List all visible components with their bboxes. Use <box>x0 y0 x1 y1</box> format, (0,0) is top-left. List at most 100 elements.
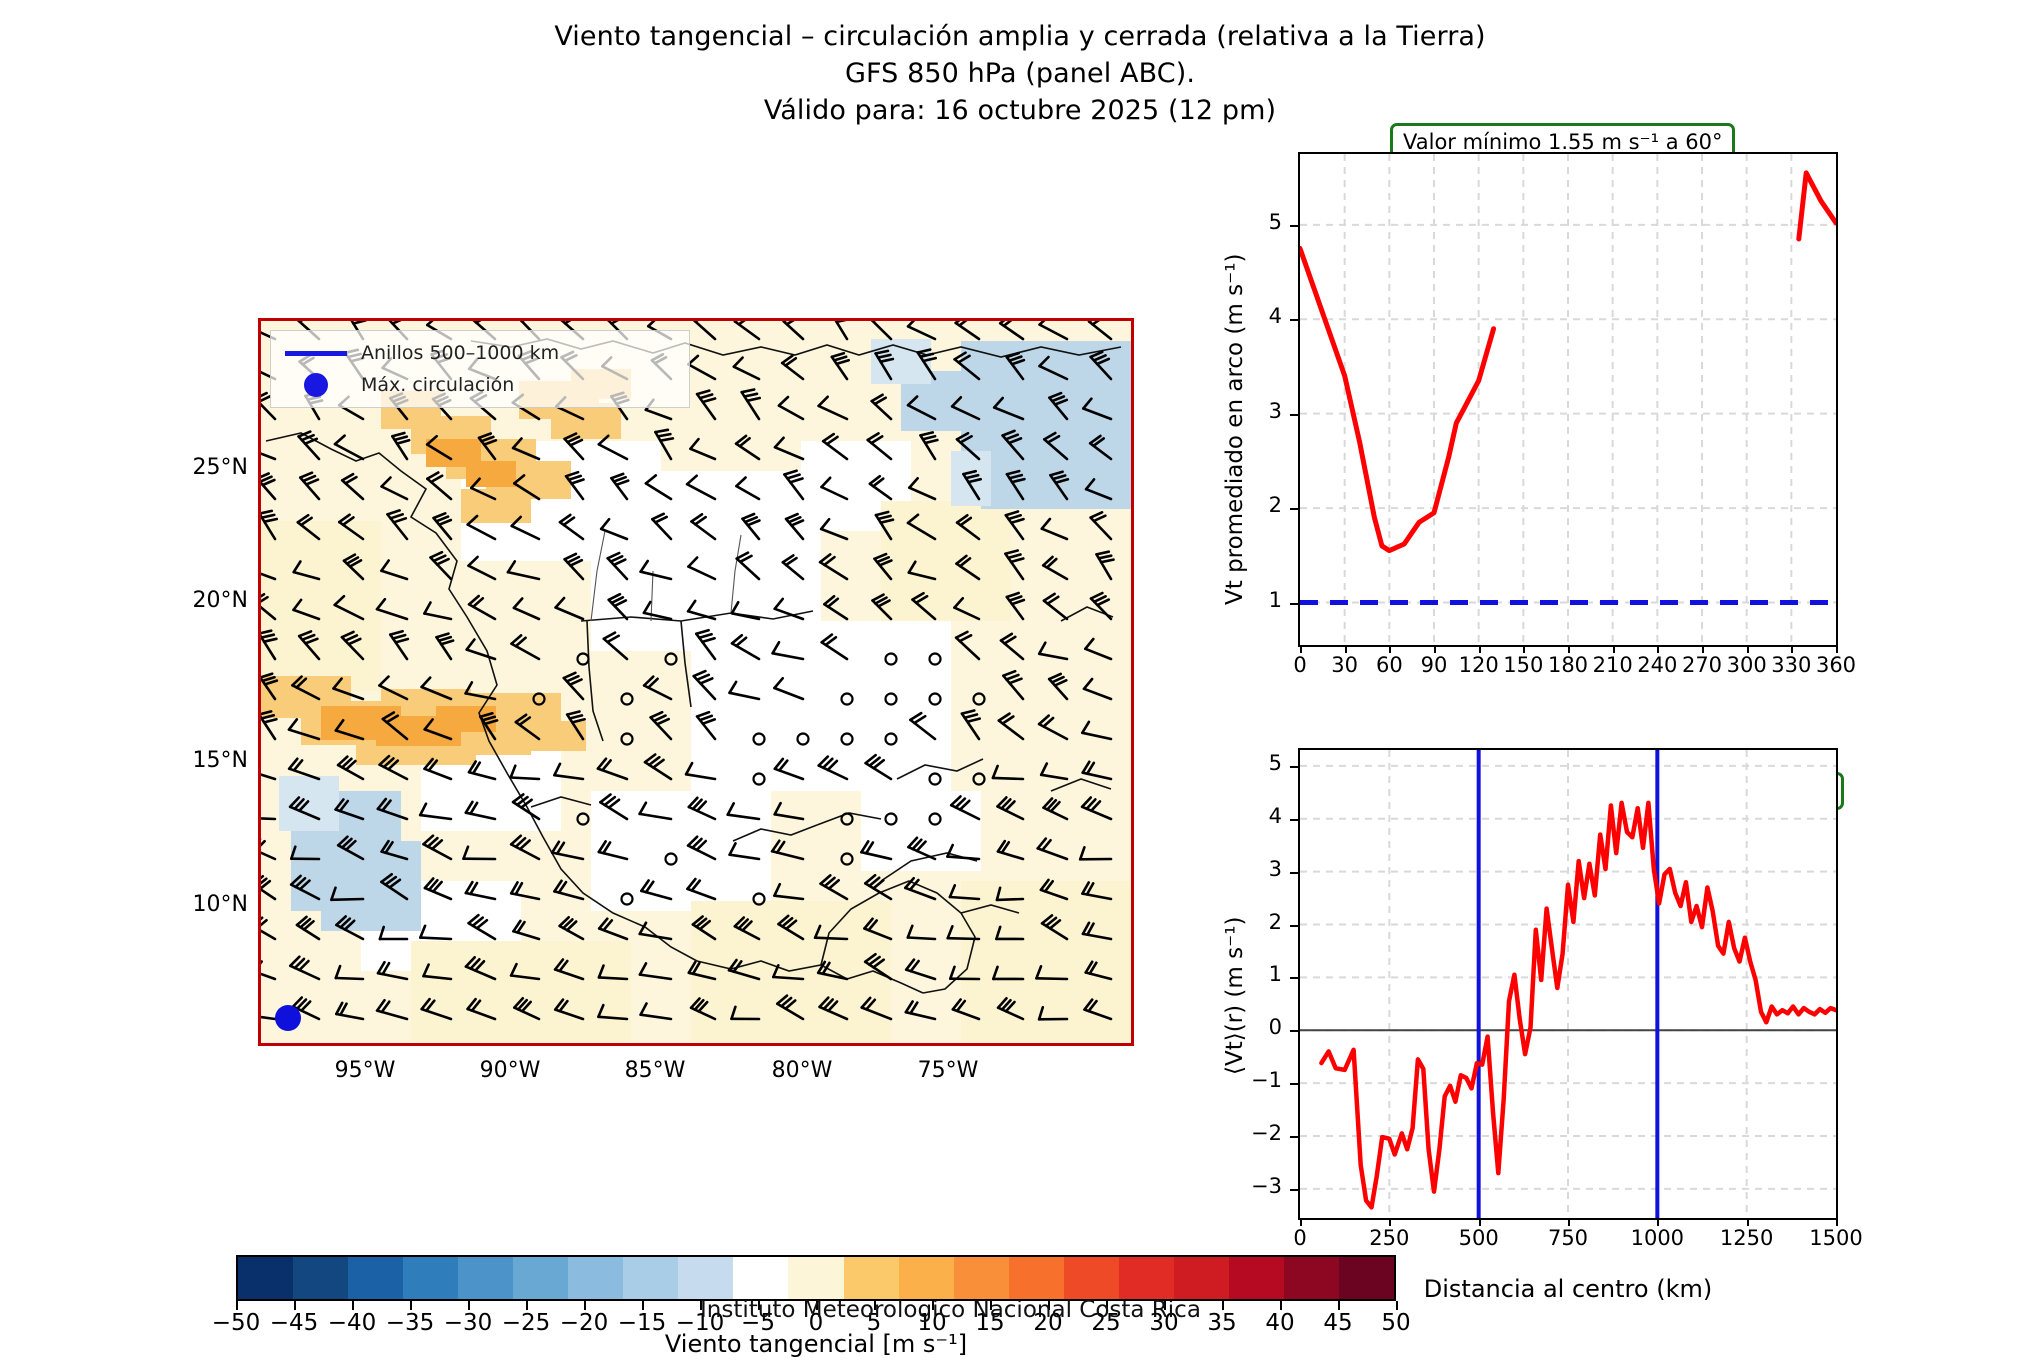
colorbar-tickmark <box>236 1301 238 1310</box>
colorbar-tick-label: −20 <box>559 1310 609 1336</box>
radial-plot-area <box>1300 750 1836 1218</box>
azimuth-ytickmark <box>1290 508 1298 511</box>
colorbar-segment-18 <box>1228 1257 1284 1299</box>
legend-rings-label: Anillos 500–1000 km <box>361 342 560 364</box>
colorbar-segment-12 <box>898 1257 954 1299</box>
radial-panel[interactable] <box>1298 748 1838 1220</box>
azimuth-ytickmark <box>1290 319 1298 322</box>
azimuth-xtickmark <box>1612 645 1615 653</box>
colorbar-tickmark <box>526 1301 528 1310</box>
colorbar[interactable] <box>236 1255 1396 1301</box>
radial-ytick-label: −1 <box>1251 1068 1282 1093</box>
azimuth-xtickmark <box>1344 645 1347 653</box>
azimuth-xtickmark <box>1478 645 1481 653</box>
radial-xtickmark <box>1746 1218 1749 1226</box>
colorbar-segment-19 <box>1283 1257 1339 1299</box>
radial-ytick-label: 5 <box>1268 750 1282 775</box>
radial-ytick-label: −3 <box>1251 1173 1282 1198</box>
map-panel[interactable]: Anillos 500–1000 km Máx. circulación <box>258 318 1134 1046</box>
azimuth-xtickmark <box>1836 645 1838 653</box>
azimuth-xtickmark <box>1746 645 1749 653</box>
colorbar-tickmark <box>584 1301 586 1310</box>
radial-xtickmark <box>1389 1218 1392 1226</box>
colorbar-segment-5 <box>513 1257 569 1299</box>
azimuth-ytick-label: 3 <box>1268 398 1282 423</box>
ring-line-swatch <box>285 350 347 356</box>
map-lat-tick-25: 25°N <box>192 455 248 480</box>
colorbar-tickmark <box>1164 1301 1166 1310</box>
colorbar-tick-label: 20 <box>1033 1310 1063 1336</box>
azimuth-xtickmark <box>1389 645 1392 653</box>
colorbar-tickmark <box>1396 1301 1398 1310</box>
colorbar-tickmark <box>468 1301 470 1310</box>
azimuth-xtickmark <box>1300 645 1302 653</box>
azimuth-xtick-label: 360 <box>1815 653 1857 677</box>
radial-xtickmark <box>1836 1218 1838 1226</box>
colorbar-tick-label: −35 <box>385 1310 435 1336</box>
azimuth-xtick-label: 270 <box>1681 653 1723 677</box>
radial-xtick-label: 500 <box>1458 1226 1499 1250</box>
colorbar-segment-20 <box>1338 1257 1394 1299</box>
azimuth-xtick-label: 240 <box>1637 653 1678 677</box>
title-line-3: Válido para: 16 octubre 2025 (12 pm) <box>763 95 1277 126</box>
radial-ytickmark <box>1290 924 1298 927</box>
azimuth-xtick-label: 180 <box>1547 653 1589 677</box>
colorbar-tickmark <box>1222 1301 1224 1310</box>
colorbar-segment-8 <box>678 1257 734 1299</box>
azimuth-xtick-label: 0 <box>1293 653 1307 677</box>
colorbar-segment-11 <box>843 1257 899 1299</box>
map-lat-tick-10: 10°N <box>192 892 248 917</box>
colorbar-segment-2 <box>348 1257 404 1299</box>
max-circ-swatch <box>285 373 347 397</box>
azimuth-xtickmark <box>1568 645 1570 653</box>
colorbar-segment-13 <box>953 1257 1009 1299</box>
colorbar-label: Viento tangencial [m s⁻¹] <box>664 1330 968 1358</box>
colorbar-segment-7 <box>623 1257 679 1299</box>
colorbar-segment-17 <box>1173 1257 1229 1299</box>
colorbar-tickmark <box>1106 1301 1108 1310</box>
colorbar-tickmark <box>1280 1301 1282 1310</box>
max-circulation-marker <box>275 1005 301 1031</box>
wind-barbs <box>261 321 1115 1021</box>
radial-ylabel: ⟨Vt⟩(r) (m s⁻¹) <box>1222 916 1248 1075</box>
azimuth-ytick-label: 5 <box>1268 209 1282 234</box>
azimuth-xtick-label: 60 <box>1375 653 1403 677</box>
radial-ytickmark <box>1290 1083 1298 1086</box>
credit-text: Instituto Meteorologico Nacional Costa R… <box>700 1297 1201 1323</box>
radial-ytickmark <box>1290 871 1298 874</box>
colorbar-tick-label: −45 <box>269 1310 319 1336</box>
colorbar-segment-3 <box>403 1257 459 1299</box>
colorbar-tickmark <box>1048 1301 1050 1310</box>
colorbar-segment-14 <box>1008 1257 1064 1299</box>
radial-ytick-label: 0 <box>1268 1015 1282 1040</box>
radial-xtick-label: 750 <box>1547 1226 1589 1250</box>
colorbar-tick-label: −30 <box>443 1310 493 1336</box>
azimuth-xtickmark <box>1791 645 1794 653</box>
radial-xtickmark <box>1478 1218 1481 1226</box>
map-lat-tick-20: 20°N <box>192 588 248 613</box>
azimuth-ytickmark <box>1290 602 1298 605</box>
azimuth-xtick-label: 210 <box>1592 653 1633 677</box>
colorbar-tickmark <box>700 1301 702 1310</box>
colorbar-tickmark <box>990 1301 992 1310</box>
azimuth-xtick-label: 300 <box>1726 653 1767 677</box>
colorbar-tickmark <box>874 1301 876 1310</box>
colorbar-segment-0 <box>238 1257 294 1299</box>
colorbar-tickmark <box>816 1301 818 1310</box>
colorbar-tick-label: 25 <box>1091 1310 1121 1336</box>
colorbar-tick-label: −10 <box>675 1310 725 1336</box>
azimuth-xtickmark <box>1523 645 1526 653</box>
colorbar-tickmark <box>294 1301 296 1310</box>
azimuth-ytick-label: 4 <box>1268 304 1282 329</box>
colorbar-tickmark <box>410 1301 412 1310</box>
radial-ytick-label: 4 <box>1268 803 1282 828</box>
radial-xtickmark <box>1657 1218 1660 1226</box>
azimuth-xtick-label: 120 <box>1458 653 1499 677</box>
radial-ytick-label: 2 <box>1268 909 1282 934</box>
azimuth-xtickmark <box>1434 645 1436 653</box>
radial-xtick-label: 250 <box>1369 1226 1410 1250</box>
radial-ytickmark <box>1290 977 1298 980</box>
radial-ytickmark <box>1290 1188 1298 1191</box>
azimuth-panel[interactable] <box>1298 152 1838 647</box>
colorbar-tick-label: 0 <box>808 1310 824 1336</box>
